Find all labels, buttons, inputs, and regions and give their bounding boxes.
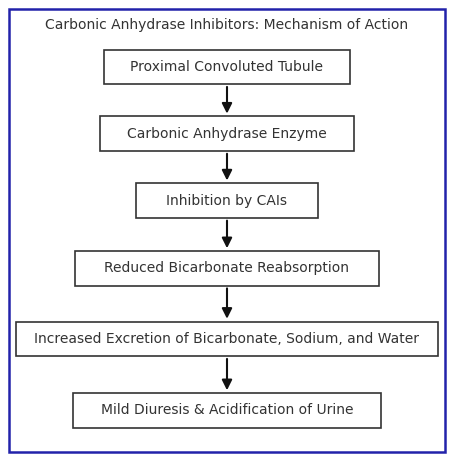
Text: Carbonic Anhydrase Enzyme: Carbonic Anhydrase Enzyme <box>127 127 327 141</box>
Bar <box>16 322 438 356</box>
Bar <box>75 251 379 286</box>
Text: Carbonic Anhydrase Inhibitors: Mechanism of Action: Carbonic Anhydrase Inhibitors: Mechanism… <box>45 18 409 32</box>
Text: Inhibition by CAIs: Inhibition by CAIs <box>167 194 287 207</box>
Bar <box>100 117 354 151</box>
Bar <box>104 50 350 84</box>
Bar <box>136 183 318 218</box>
Text: Reduced Bicarbonate Reabsorption: Reduced Bicarbonate Reabsorption <box>104 261 350 275</box>
Text: Mild Diuresis & Acidification of Urine: Mild Diuresis & Acidification of Urine <box>101 403 353 417</box>
Bar <box>73 393 381 428</box>
Text: Proximal Convoluted Tubule: Proximal Convoluted Tubule <box>130 60 324 74</box>
Text: Increased Excretion of Bicarbonate, Sodium, and Water: Increased Excretion of Bicarbonate, Sodi… <box>35 332 419 346</box>
